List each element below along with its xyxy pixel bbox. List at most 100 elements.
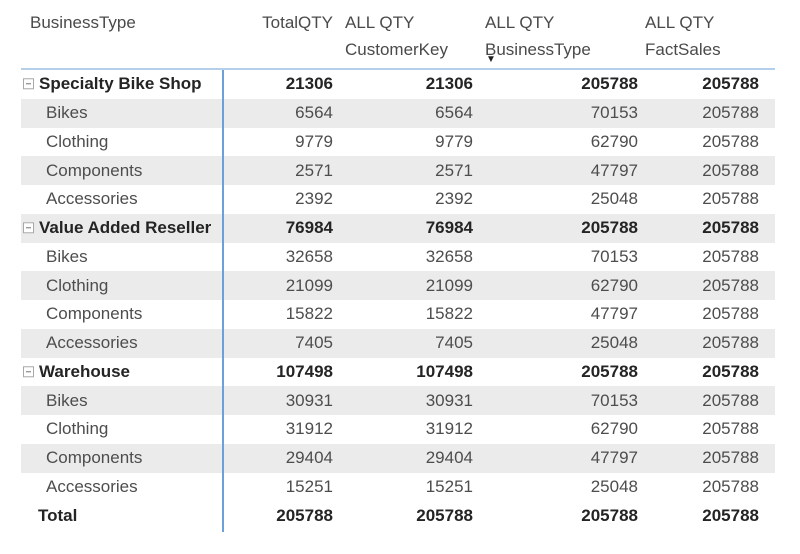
cell-allqty-businesstype[interactable]: 47797 (590, 160, 638, 180)
cell-allqty-customerkey[interactable]: 107498 (416, 361, 473, 381)
row-label-cell[interactable]: Warehouse (21, 362, 243, 382)
cell-allqty-customerkey[interactable]: 30931 (425, 390, 473, 410)
cell-allqty-businesstype[interactable]: 205788 (581, 361, 638, 381)
row-label-cell[interactable]: Clothing (21, 419, 243, 439)
row-components[interactable]: Components 29404 29404 47797 205788 (21, 443, 775, 473)
row-bikes[interactable]: Bikes 6564 6564 70153 205788 (21, 98, 775, 128)
cell-allqty-customerkey[interactable]: 76984 (425, 218, 473, 238)
cell-allqty-factsales[interactable]: 205788 (702, 476, 759, 496)
row-label-cell[interactable]: Bikes (21, 103, 243, 123)
row-label-cell[interactable]: Components (21, 161, 243, 181)
cell-totalqty[interactable]: 15251 (285, 476, 333, 496)
cell-allqty-customerkey[interactable]: 15822 (425, 304, 473, 324)
cell-allqty-customerkey[interactable]: 7405 (435, 333, 473, 353)
row-bikes[interactable]: Bikes 32658 32658 70153 205788 (21, 243, 775, 272)
cell-allqty-businesstype[interactable]: 47797 (590, 448, 638, 468)
column-header-allqty-businesstype[interactable]: ALL QTY BusinessType ▼ (480, 0, 643, 68)
row-label-cell[interactable]: Components (21, 448, 243, 468)
cell-allqty-businesstype[interactable]: 47797 (590, 304, 638, 324)
row-accessories[interactable]: Accessories 2392 2392 25048 205788 (21, 185, 775, 214)
cell-allqty-businesstype[interactable]: 205788 (581, 505, 638, 525)
cell-totalqty[interactable]: 30931 (285, 390, 333, 410)
row-label-cell[interactable]: Accessories (21, 333, 243, 353)
cell-allqty-factsales[interactable]: 205788 (702, 419, 759, 439)
collapse-icon[interactable] (23, 222, 34, 234)
cell-totalqty[interactable]: 29404 (285, 448, 333, 468)
cell-allqty-factsales[interactable]: 205788 (702, 304, 759, 324)
cell-totalqty[interactable]: 9779 (295, 131, 333, 151)
cell-allqty-factsales[interactable]: 205788 (702, 505, 759, 525)
cell-totalqty[interactable]: 2571 (295, 160, 333, 180)
cell-totalqty[interactable]: 205788 (276, 505, 333, 525)
cell-allqty-businesstype[interactable]: 25048 (590, 333, 638, 353)
cell-allqty-customerkey[interactable]: 9779 (435, 131, 473, 151)
collapse-icon[interactable] (23, 78, 34, 90)
cell-allqty-factsales[interactable]: 205788 (702, 103, 759, 123)
cell-totalqty[interactable]: 15822 (285, 304, 333, 324)
cell-allqty-businesstype[interactable]: 70153 (590, 103, 638, 123)
cell-allqty-businesstype[interactable]: 205788 (581, 218, 638, 238)
cell-allqty-customerkey[interactable]: 205788 (416, 505, 473, 525)
cell-allqty-factsales[interactable]: 205788 (702, 246, 759, 266)
cell-totalqty[interactable]: 107498 (276, 361, 333, 381)
row-accessories[interactable]: Accessories 7405 7405 25048 205788 (21, 328, 775, 358)
cell-allqty-customerkey[interactable]: 29404 (425, 448, 473, 468)
row-label-cell[interactable]: Clothing (21, 276, 243, 296)
cell-allqty-factsales[interactable]: 205788 (702, 361, 759, 381)
row-label-cell[interactable]: Components (21, 304, 243, 324)
cell-allqty-customerkey[interactable]: 21099 (425, 275, 473, 295)
cell-allqty-factsales[interactable]: 205788 (702, 218, 759, 238)
row-bikes[interactable]: Bikes 30931 30931 70153 205788 (21, 386, 775, 415)
row-clothing[interactable]: Clothing 21099 21099 62790 205788 (21, 271, 775, 300)
cell-allqty-factsales[interactable]: 205788 (702, 390, 759, 410)
row-label-cell[interactable]: Clothing (21, 132, 243, 152)
collapse-icon[interactable] (23, 366, 34, 378)
cell-allqty-factsales[interactable]: 205788 (702, 275, 759, 295)
row-value-added-reseller[interactable]: Value Added Reseller 76984 76984 205788 … (21, 213, 775, 243)
row-clothing[interactable]: Clothing 9779 9779 62790 205788 (21, 128, 775, 157)
cell-allqty-businesstype[interactable]: 25048 (590, 476, 638, 496)
cell-totalqty[interactable]: 6564 (295, 103, 333, 123)
cell-allqty-factsales[interactable]: 205788 (702, 448, 759, 468)
row-specialty-bike-shop[interactable]: Specialty Bike Shop 21306 21306 205788 2… (21, 70, 775, 99)
row-components[interactable]: Components 2571 2571 47797 205788 (21, 156, 775, 185)
cell-totalqty[interactable]: 31912 (285, 419, 333, 439)
row-label-cell[interactable]: Bikes (21, 391, 243, 411)
cell-totalqty[interactable]: 21099 (285, 275, 333, 295)
cell-allqty-customerkey[interactable]: 6564 (435, 103, 473, 123)
cell-allqty-factsales[interactable]: 205788 (702, 333, 759, 353)
row-label-cell[interactable]: Total (21, 506, 243, 526)
cell-allqty-factsales[interactable]: 205788 (702, 160, 759, 180)
column-header-businesstype[interactable]: BusinessType (21, 0, 243, 68)
column-header-allqty-customerkey[interactable]: ALL QTY CustomerKey (338, 0, 480, 68)
cell-allqty-businesstype[interactable]: 70153 (590, 390, 638, 410)
cell-allqty-customerkey[interactable]: 31912 (425, 419, 473, 439)
cell-allqty-businesstype[interactable]: 25048 (590, 189, 638, 209)
cell-allqty-factsales[interactable]: 205788 (702, 74, 759, 94)
cell-totalqty[interactable]: 21306 (285, 74, 333, 94)
row-warehouse[interactable]: Warehouse 107498 107498 205788 205788 (21, 358, 775, 387)
cell-totalqty[interactable]: 32658 (285, 246, 333, 266)
cell-allqty-businesstype[interactable]: 62790 (590, 419, 638, 439)
column-header-totalqty[interactable]: TotalQTY (243, 0, 338, 68)
column-header-allqty-factsales[interactable]: ALL QTY FactSales (643, 0, 775, 68)
cell-allqty-factsales[interactable]: 205788 (702, 131, 759, 151)
row-accessories[interactable]: Accessories 15251 15251 25048 205788 (21, 473, 775, 502)
cell-totalqty[interactable]: 7405 (295, 333, 333, 353)
row-clothing[interactable]: Clothing 31912 31912 62790 205788 (21, 415, 775, 444)
row-grand-total[interactable]: Total 205788 205788 205788 205788 (21, 501, 775, 530)
cell-allqty-customerkey[interactable]: 32658 (425, 246, 473, 266)
cell-allqty-customerkey[interactable]: 21306 (425, 74, 473, 94)
cell-allqty-factsales[interactable]: 205788 (702, 189, 759, 209)
row-label-cell[interactable]: Value Added Reseller (21, 218, 243, 238)
cell-allqty-businesstype[interactable]: 62790 (590, 275, 638, 295)
cell-allqty-businesstype[interactable]: 205788 (581, 74, 638, 94)
cell-allqty-businesstype[interactable]: 70153 (590, 246, 638, 266)
row-label-cell[interactable]: Specialty Bike Shop (21, 74, 243, 94)
cell-allqty-businesstype[interactable]: 62790 (590, 131, 638, 151)
cell-allqty-customerkey[interactable]: 15251 (425, 476, 473, 496)
cell-allqty-customerkey[interactable]: 2392 (435, 189, 473, 209)
row-label-cell[interactable]: Bikes (21, 247, 243, 267)
cell-totalqty[interactable]: 76984 (285, 218, 333, 238)
row-label-cell[interactable]: Accessories (21, 189, 243, 209)
